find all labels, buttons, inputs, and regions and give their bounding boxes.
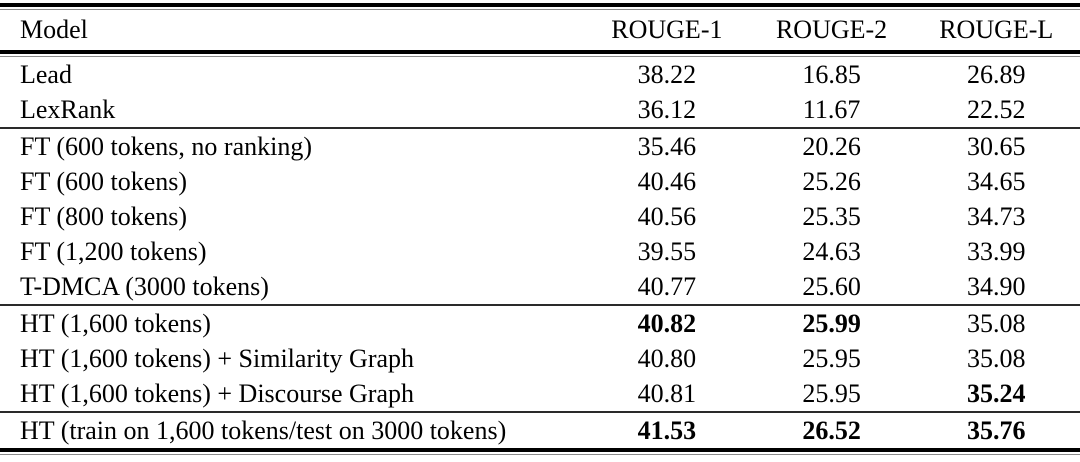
score-cell-rouge-2: 26.52 <box>802 415 861 445</box>
model-name-cell: FT (600 tokens) <box>20 166 188 196</box>
score-cell-rouge-1: 40.81 <box>637 378 697 408</box>
column-header-rouge-2: ROUGE-2 <box>775 15 888 44</box>
score-cell-rouge-2: 16.85 <box>802 59 861 89</box>
bottom-rule-thick-line <box>0 448 1080 452</box>
score-cell-rouge-1: 40.80 <box>637 343 697 373</box>
table-row: HT (1,600 tokens) + Similarity Graph 40.8… <box>0 341 1080 376</box>
score-cell-rouge-l: 34.73 <box>967 201 1026 231</box>
score-cell-rouge-2: 25.35 <box>802 201 861 231</box>
table-row: FT (600 tokens, no ranking) 35.46 20.26 30.… <box>0 129 1080 164</box>
score-cell-rouge-l: 35.76 <box>967 415 1026 445</box>
score-cell-rouge-l: 35.08 <box>967 343 1026 373</box>
score-cell-rouge-l: 34.65 <box>967 166 1026 196</box>
table-row: HT (train on 1,600 tokens/test on 3000 t… <box>0 413 1080 448</box>
table-row: Lead 38.22 16.85 26.89 <box>0 57 1080 92</box>
table-row: T-DMCA (3000 tokens) 40.77 25.60 34.90 <box>0 269 1080 304</box>
score-cell-rouge-2: 25.95 <box>802 378 861 408</box>
results-table: Model ROUGE-1 ROUGE-2 ROUGE-L Lead 38.22 16.8… <box>0 3 1080 455</box>
score-cell-rouge-1: 36.12 <box>637 94 697 124</box>
score-cell-rouge-l: 30.65 <box>967 131 1026 161</box>
bottom-rule <box>0 448 1080 455</box>
score-cell-rouge-l: 34.90 <box>967 271 1026 301</box>
score-cell-rouge-1: 39.55 <box>637 236 697 266</box>
bottom-rule-thin-line <box>0 454 1080 455</box>
model-name-cell: HT (1,600 tokens) + Discourse Graph <box>20 378 414 408</box>
score-cell-rouge-2: 24.63 <box>802 236 861 266</box>
column-header-rouge-l: ROUGE-L <box>939 15 1054 44</box>
header-row: Model ROUGE-1 ROUGE-2 ROUGE-L <box>0 10 1080 50</box>
score-cell-rouge-2: 25.26 <box>802 166 861 196</box>
header-separator-rule <box>0 50 1080 57</box>
score-cell-rouge-l: 26.89 <box>967 59 1026 89</box>
header-separator-thin-line <box>0 56 1080 57</box>
section-divider-rule <box>0 304 1080 306</box>
column-header-rouge-1: ROUGE-1 <box>611 15 723 44</box>
model-name-cell: Lead <box>20 59 72 89</box>
section-divider-rule <box>0 127 1080 129</box>
top-rule-thin-line <box>0 9 1080 10</box>
model-name-cell: HT (1,600 tokens) + Similarity Graph <box>20 343 415 373</box>
score-cell-rouge-1: 40.56 <box>637 201 697 231</box>
score-cell-rouge-1: 41.53 <box>637 415 697 445</box>
model-name-cell: HT (train on 1,600 tokens/test on 3000 t… <box>20 415 507 445</box>
model-name-cell: FT (600 tokens, no ranking) <box>20 131 312 161</box>
table-row: LexRank 36.12 11.67 22.52 <box>0 92 1080 127</box>
score-cell-rouge-2: 20.26 <box>802 131 861 161</box>
score-cell-rouge-1: 40.82 <box>637 308 697 338</box>
score-cell-rouge-l: 22.52 <box>967 94 1026 124</box>
model-name-cell: FT (1,200 tokens) <box>20 236 207 266</box>
score-cell-rouge-2: 25.99 <box>802 308 861 338</box>
score-cell-rouge-1: 40.77 <box>637 271 697 301</box>
table-row: FT (1,200 tokens) 39.55 24.63 33.99 <box>0 234 1080 269</box>
score-cell-rouge-l: 33.99 <box>967 236 1026 266</box>
table-row: HT (1,600 tokens) 40.82 25.99 35.08 <box>0 306 1080 341</box>
section-divider-rule <box>0 411 1080 413</box>
top-rule-thick-line <box>0 3 1080 7</box>
score-cell-rouge-l: 35.24 <box>967 378 1026 408</box>
table-row: FT (600 tokens) 40.46 25.26 34.65 <box>0 164 1080 199</box>
table-row: FT (800 tokens) 40.56 25.35 34.73 <box>0 199 1080 234</box>
table-body: Lead 38.22 16.85 26.89 LexRank 36.12 11.67 22.5… <box>0 57 1080 448</box>
score-cell-rouge-2: 11.67 <box>802 94 861 124</box>
model-name-cell: FT (800 tokens) <box>20 201 188 231</box>
model-name-cell: T-DMCA (3000 tokens) <box>20 271 269 301</box>
score-cell-rouge-1: 35.46 <box>637 131 697 161</box>
model-name-cell: HT (1,600 tokens) <box>20 308 211 338</box>
score-cell-rouge-l: 35.08 <box>967 308 1026 338</box>
score-cell-rouge-2: 25.95 <box>802 343 861 373</box>
top-rule <box>0 3 1080 10</box>
score-cell-rouge-2: 25.60 <box>802 271 861 301</box>
model-name-cell: LexRank <box>20 94 116 124</box>
score-cell-rouge-1: 38.22 <box>637 59 697 89</box>
column-header-model: Model <box>20 15 88 44</box>
header-separator-thick-line <box>0 50 1080 54</box>
score-cell-rouge-1: 40.46 <box>637 166 697 196</box>
table-row: HT (1,600 tokens) + Discourse Graph 40.81… <box>0 376 1080 411</box>
